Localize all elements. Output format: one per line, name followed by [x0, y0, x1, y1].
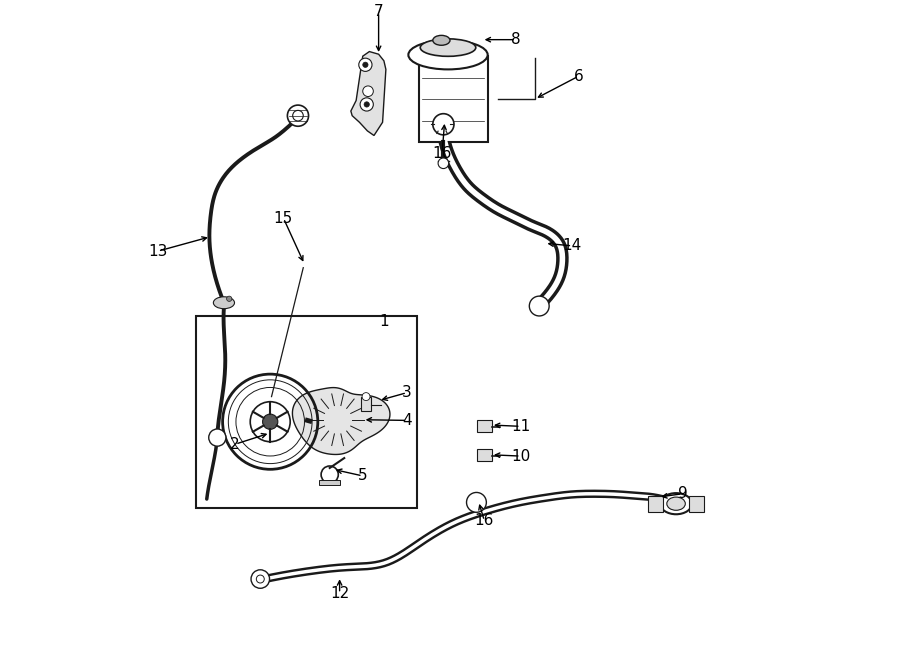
Text: 16: 16	[474, 514, 494, 528]
Text: 12: 12	[330, 586, 349, 601]
Text: 8: 8	[511, 32, 521, 47]
Text: 4: 4	[402, 413, 412, 428]
Circle shape	[466, 492, 486, 512]
Circle shape	[433, 114, 454, 135]
Ellipse shape	[667, 497, 685, 510]
Bar	[477, 449, 491, 461]
Bar	[320, 480, 340, 485]
Circle shape	[251, 570, 269, 588]
Text: 10: 10	[511, 449, 530, 463]
Text: 6: 6	[574, 69, 584, 83]
Ellipse shape	[433, 35, 450, 45]
Ellipse shape	[409, 40, 488, 69]
Circle shape	[359, 58, 372, 71]
Ellipse shape	[661, 493, 692, 514]
Circle shape	[227, 296, 232, 301]
Circle shape	[529, 296, 549, 316]
Bar	[648, 496, 662, 512]
Circle shape	[360, 98, 373, 111]
Text: 5: 5	[358, 469, 367, 483]
Text: 3: 3	[402, 385, 412, 400]
Text: 15: 15	[274, 211, 293, 225]
Text: 11: 11	[511, 419, 530, 434]
Text: 14: 14	[562, 239, 582, 253]
Text: 7: 7	[374, 5, 383, 19]
Text: 9: 9	[678, 486, 688, 501]
Ellipse shape	[213, 297, 235, 309]
Circle shape	[363, 86, 374, 97]
Polygon shape	[292, 387, 390, 455]
Bar	[361, 397, 372, 411]
Polygon shape	[351, 52, 386, 136]
Ellipse shape	[420, 39, 476, 56]
Bar	[195, 316, 417, 508]
Circle shape	[438, 158, 449, 169]
Text: 1: 1	[379, 315, 389, 329]
Circle shape	[363, 62, 368, 67]
Circle shape	[364, 102, 369, 107]
Circle shape	[263, 414, 278, 430]
Circle shape	[209, 429, 226, 446]
Bar	[689, 496, 704, 512]
Bar	[477, 420, 491, 432]
Polygon shape	[418, 56, 488, 142]
Text: 16: 16	[432, 146, 452, 161]
Circle shape	[362, 393, 370, 401]
Circle shape	[287, 105, 309, 126]
Text: 2: 2	[230, 437, 240, 451]
Text: 13: 13	[148, 244, 167, 258]
